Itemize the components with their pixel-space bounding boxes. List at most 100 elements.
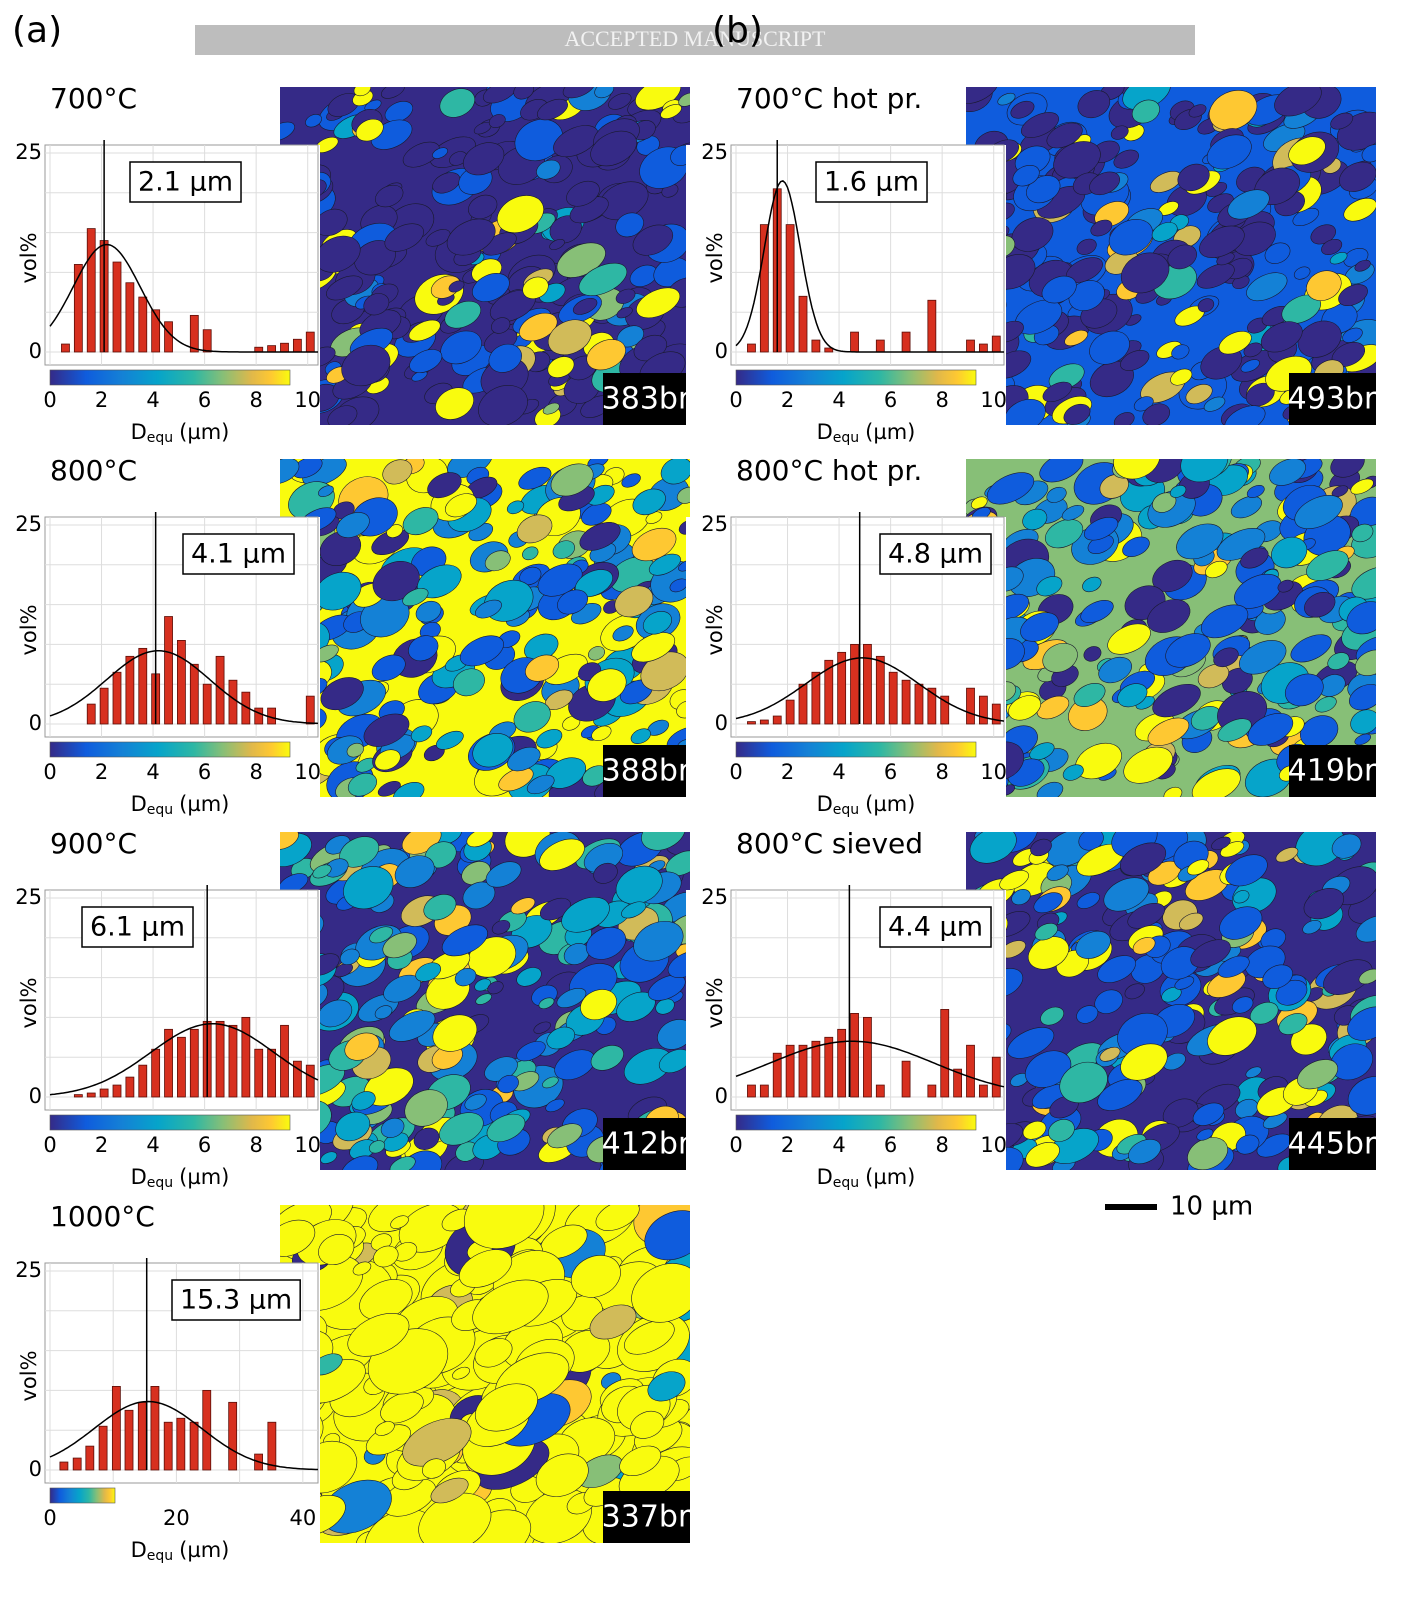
- grain: [1200, 345, 1243, 380]
- grain: [363, 293, 390, 316]
- grain: [1098, 656, 1132, 684]
- x-tick-label: 0: [729, 1133, 742, 1157]
- grain: [1213, 647, 1239, 668]
- x-tick-label: 10: [980, 760, 1007, 784]
- grain: [423, 893, 457, 921]
- bar: [305, 1064, 315, 1098]
- grain: [1151, 222, 1178, 242]
- x-tick-label: 4: [832, 1133, 845, 1157]
- grain: [439, 1112, 484, 1146]
- grain: [624, 1320, 675, 1355]
- grain: [320, 1151, 338, 1164]
- grain: [1117, 683, 1148, 708]
- grain: [1284, 673, 1324, 707]
- grain: [444, 493, 477, 518]
- chart-title: 700°C hot pr.: [736, 82, 922, 115]
- bar: [138, 647, 148, 725]
- grain: [371, 529, 409, 556]
- x-tick-label: 10: [294, 1133, 321, 1157]
- grain: [631, 632, 676, 663]
- grain: [1048, 1119, 1075, 1142]
- grain: [374, 184, 404, 208]
- panel: 493br 700°C hot pr. 0 25 0 2 4 6 8 10 vol% Dequ (µm)…: [686, 82, 1377, 446]
- grain: [1343, 198, 1376, 222]
- x-tick-label: 2: [781, 1133, 794, 1157]
- x-axis-label-unit: (µm): [865, 792, 915, 816]
- grain: [1240, 359, 1260, 373]
- grain: [1122, 536, 1150, 557]
- y-axis-label: vol%: [17, 604, 41, 655]
- grain: [1274, 87, 1322, 117]
- grain: [389, 1156, 416, 1170]
- x-axis-label: Dequ (µm): [131, 792, 230, 818]
- grain: [389, 1010, 436, 1042]
- bar: [978, 695, 988, 725]
- grain: [561, 896, 610, 933]
- x-axis-label-unit: (µm): [179, 1165, 229, 1189]
- grain: [538, 997, 555, 1010]
- fit-curve: [49, 650, 319, 725]
- watermark: ACCEPTED MANUSCRIPT: [565, 26, 827, 51]
- map-label-box: [603, 1118, 690, 1170]
- grain: [355, 118, 384, 142]
- grain: [446, 218, 496, 256]
- grain: [1354, 733, 1372, 746]
- grain: [478, 385, 528, 425]
- y-axis-label: vol%: [17, 977, 41, 1028]
- y-tick-label: 25: [15, 885, 42, 909]
- bar: [228, 1024, 238, 1098]
- grain: [410, 725, 433, 743]
- grain: [341, 1155, 379, 1170]
- grain: [474, 1383, 538, 1432]
- grain: [1076, 238, 1097, 255]
- grain: [1350, 478, 1374, 495]
- grain: [1358, 968, 1376, 985]
- panel: 419br 800°C hot pr. 0 25 0 2 4 6 8 10 vol% Dequ (µm)…: [686, 454, 1377, 818]
- grain: [1075, 930, 1111, 959]
- grain: [590, 130, 638, 167]
- bar: [215, 1020, 225, 1098]
- x-tick-label: 2: [95, 388, 108, 412]
- grain: [339, 948, 360, 965]
- map-label: 419br: [1288, 754, 1377, 789]
- grain: [632, 488, 666, 516]
- grain: [1082, 576, 1102, 593]
- grain: [1224, 405, 1266, 425]
- grain: [1351, 566, 1376, 600]
- grain: [1218, 331, 1252, 355]
- bar: [940, 1009, 950, 1098]
- grain: [1120, 252, 1170, 294]
- grain: [1323, 959, 1373, 995]
- grain: [374, 749, 401, 771]
- grain: [594, 87, 615, 99]
- grain: [1077, 90, 1111, 119]
- grain: [1044, 519, 1084, 549]
- grain: [1131, 99, 1160, 124]
- scale-bar-label: 10 µm: [1170, 1192, 1253, 1222]
- grain: [1073, 683, 1106, 707]
- grain: [1147, 599, 1191, 633]
- grain: [545, 1098, 565, 1113]
- grain: [352, 1261, 372, 1276]
- bar: [125, 1076, 135, 1098]
- grain: [1192, 1102, 1225, 1126]
- grain: [1171, 344, 1190, 360]
- grain: [336, 512, 370, 538]
- grain: [549, 238, 565, 250]
- bar: [863, 643, 872, 725]
- grain: [393, 781, 425, 797]
- grain: [533, 1021, 551, 1034]
- bar: [61, 343, 70, 353]
- x-tick-label: 10: [980, 1133, 1007, 1157]
- grain: [1036, 781, 1064, 797]
- grain: [536, 159, 561, 180]
- y-tick-label: 0: [715, 711, 728, 735]
- grain: [1113, 149, 1139, 169]
- grain: [487, 981, 504, 995]
- grain: [441, 924, 488, 957]
- grain: [374, 1005, 393, 1020]
- grain: [997, 92, 1016, 106]
- grain: [1033, 892, 1063, 914]
- grain: [647, 974, 686, 1001]
